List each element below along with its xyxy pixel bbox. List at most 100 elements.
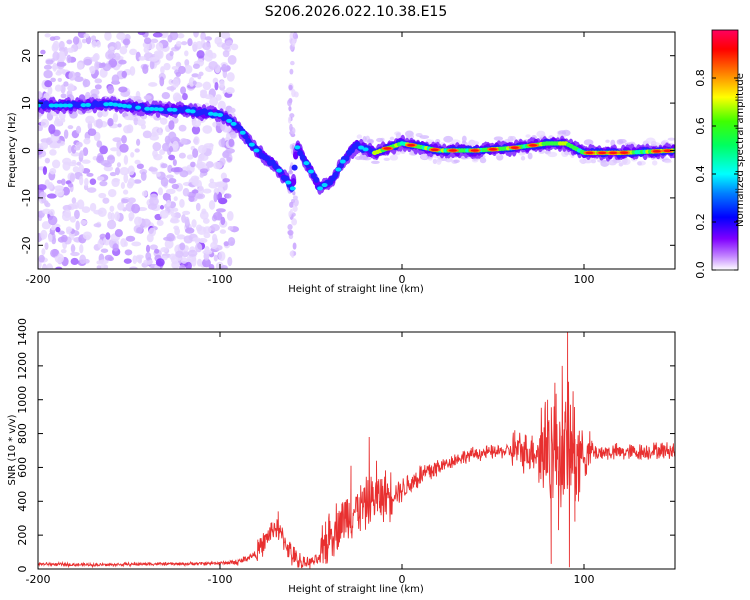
spectrogram-speckle	[149, 244, 158, 250]
spectrogram-ridge	[85, 102, 92, 107]
spectrogram-speckle	[178, 152, 186, 159]
spectrogram-speckle	[57, 77, 63, 82]
spectrogram-speckle	[67, 145, 73, 154]
spectrogram-speckle	[56, 179, 63, 184]
spectrogram-speckle	[198, 238, 208, 244]
spectrogram-speckle	[184, 216, 190, 226]
spectrogram-speckle	[97, 111, 103, 118]
spectrogram-speckle	[204, 246, 210, 255]
spectrogram-speckle	[49, 149, 57, 156]
spectrogram-speckle	[67, 183, 74, 188]
spectrogram-speckle	[71, 197, 77, 204]
spectrogram-speckle	[229, 131, 237, 139]
spectrogram-ridge	[289, 186, 296, 191]
spectrogram-speckle	[55, 226, 61, 233]
spectrogram-speckle	[389, 136, 395, 141]
spectrogram-speckle	[172, 159, 177, 167]
spectrogram-speckle	[652, 160, 658, 166]
spectrogram-speckle	[50, 226, 56, 231]
spectrogram-speckle	[213, 192, 218, 203]
snr-ylabel: SNR (10 * v/v)	[7, 414, 18, 485]
spectrogram-speckle	[136, 138, 141, 146]
spectrogram-speckle	[149, 197, 159, 206]
spectrogram-speckle	[135, 227, 143, 234]
spectrogram-speckle	[191, 219, 197, 228]
spectrogram-speckle	[70, 243, 76, 254]
spectrogram-speckle	[46, 193, 57, 199]
spectrogram-speckle	[48, 124, 56, 135]
spectrogram-speckle	[226, 210, 234, 221]
spectrogram-speckle	[184, 50, 189, 57]
spectrogram-speckle	[42, 208, 52, 215]
spectrogram-speckle	[225, 193, 232, 199]
spectrogram-speckle	[637, 161, 642, 166]
spectrogram-speckle	[107, 211, 113, 220]
spectrogram-speckle	[54, 188, 65, 197]
spectrogram-speckle	[223, 241, 230, 247]
snr-panel: -200 -100 0 100 0 200 400 600 800 1000 1200 1400 H…	[7, 318, 676, 595]
spectrogram-speckle	[89, 202, 97, 212]
spectrogram-speckle	[80, 219, 88, 226]
spectrogram-speckle	[105, 232, 111, 240]
spectrogram-speckle	[169, 32, 179, 41]
spectrogram-speckle	[165, 188, 176, 195]
spectrogram-ridge	[185, 108, 192, 113]
spectrogram-speckle	[115, 167, 121, 176]
spectrogram-speckle	[578, 158, 586, 164]
ytick-label: 200	[16, 525, 29, 546]
spectrogram-speckle	[58, 47, 66, 52]
spectrogram-speckle	[149, 60, 155, 70]
spectrogram-speckle	[159, 209, 169, 219]
spectrogram-speckle	[152, 32, 163, 38]
colorbar-label: Normalized spectral amplitude	[735, 73, 746, 227]
spectrogram-hotspot	[430, 148, 439, 152]
spectrogram-speckle	[81, 206, 91, 214]
spectrogram-speckle	[51, 159, 61, 169]
spectrogram-speckle	[66, 54, 72, 64]
spectrogram-speckle	[196, 158, 203, 169]
spectrogram-speckle	[83, 137, 91, 145]
spectrogram-speckle	[469, 140, 480, 146]
spectrogram-speckle	[151, 126, 162, 137]
spectrogram-speckle	[219, 157, 226, 166]
spectrogram-speckle	[148, 227, 157, 237]
spectrogram-ridge	[242, 133, 249, 140]
spectrogram-speckle	[202, 188, 212, 194]
spectrogram-speckle	[621, 158, 631, 166]
spectrogram-speckle	[191, 125, 201, 135]
spectrogram-speckle	[41, 265, 49, 269]
spectrogram-speckle	[73, 146, 81, 151]
spectrogram-speckle	[218, 251, 226, 262]
spectrogram-speckle	[291, 218, 298, 226]
spectrogram-speckle	[289, 113, 295, 118]
spectrogram-speckle	[55, 71, 62, 76]
ytick-label: 1200	[16, 352, 29, 380]
spectrogram-speckle	[145, 252, 152, 261]
spectrogram-speckle	[227, 55, 237, 65]
spectrogram-speckle	[173, 225, 180, 231]
spectrogram-ridge	[157, 107, 164, 112]
spectrogram-speckle	[203, 226, 212, 234]
spectrogram-speckle	[356, 134, 363, 139]
spectrogram-speckle	[179, 242, 186, 251]
spectrogram-speckle	[50, 77, 56, 83]
spectrogram-speckle	[133, 117, 139, 126]
spectrogram-speckle	[68, 71, 76, 81]
spectrogram-speckle	[220, 32, 231, 39]
spectrogram-speckle	[221, 137, 226, 148]
spectrogram-ridge	[343, 155, 350, 162]
spectrogram-speckle	[44, 33, 51, 38]
spectrogram-ridge	[362, 147, 369, 152]
spectrogram-ridge	[313, 176, 320, 183]
spectrogram-speckle	[289, 250, 294, 257]
colorbar-tick-label: 0.8	[694, 69, 707, 87]
spectrogram-speckle	[40, 49, 46, 55]
spectrogram-hotspot	[470, 149, 479, 152]
spectrogram-speckle	[225, 87, 235, 95]
spectrogram-speckle	[94, 60, 100, 71]
spectrogram-ridge	[321, 183, 328, 188]
ytick-label: 600	[16, 457, 29, 478]
ytick-label: 0	[20, 147, 33, 154]
spectrogram-speckle	[79, 254, 87, 265]
spectrogram-speckle	[190, 161, 196, 168]
